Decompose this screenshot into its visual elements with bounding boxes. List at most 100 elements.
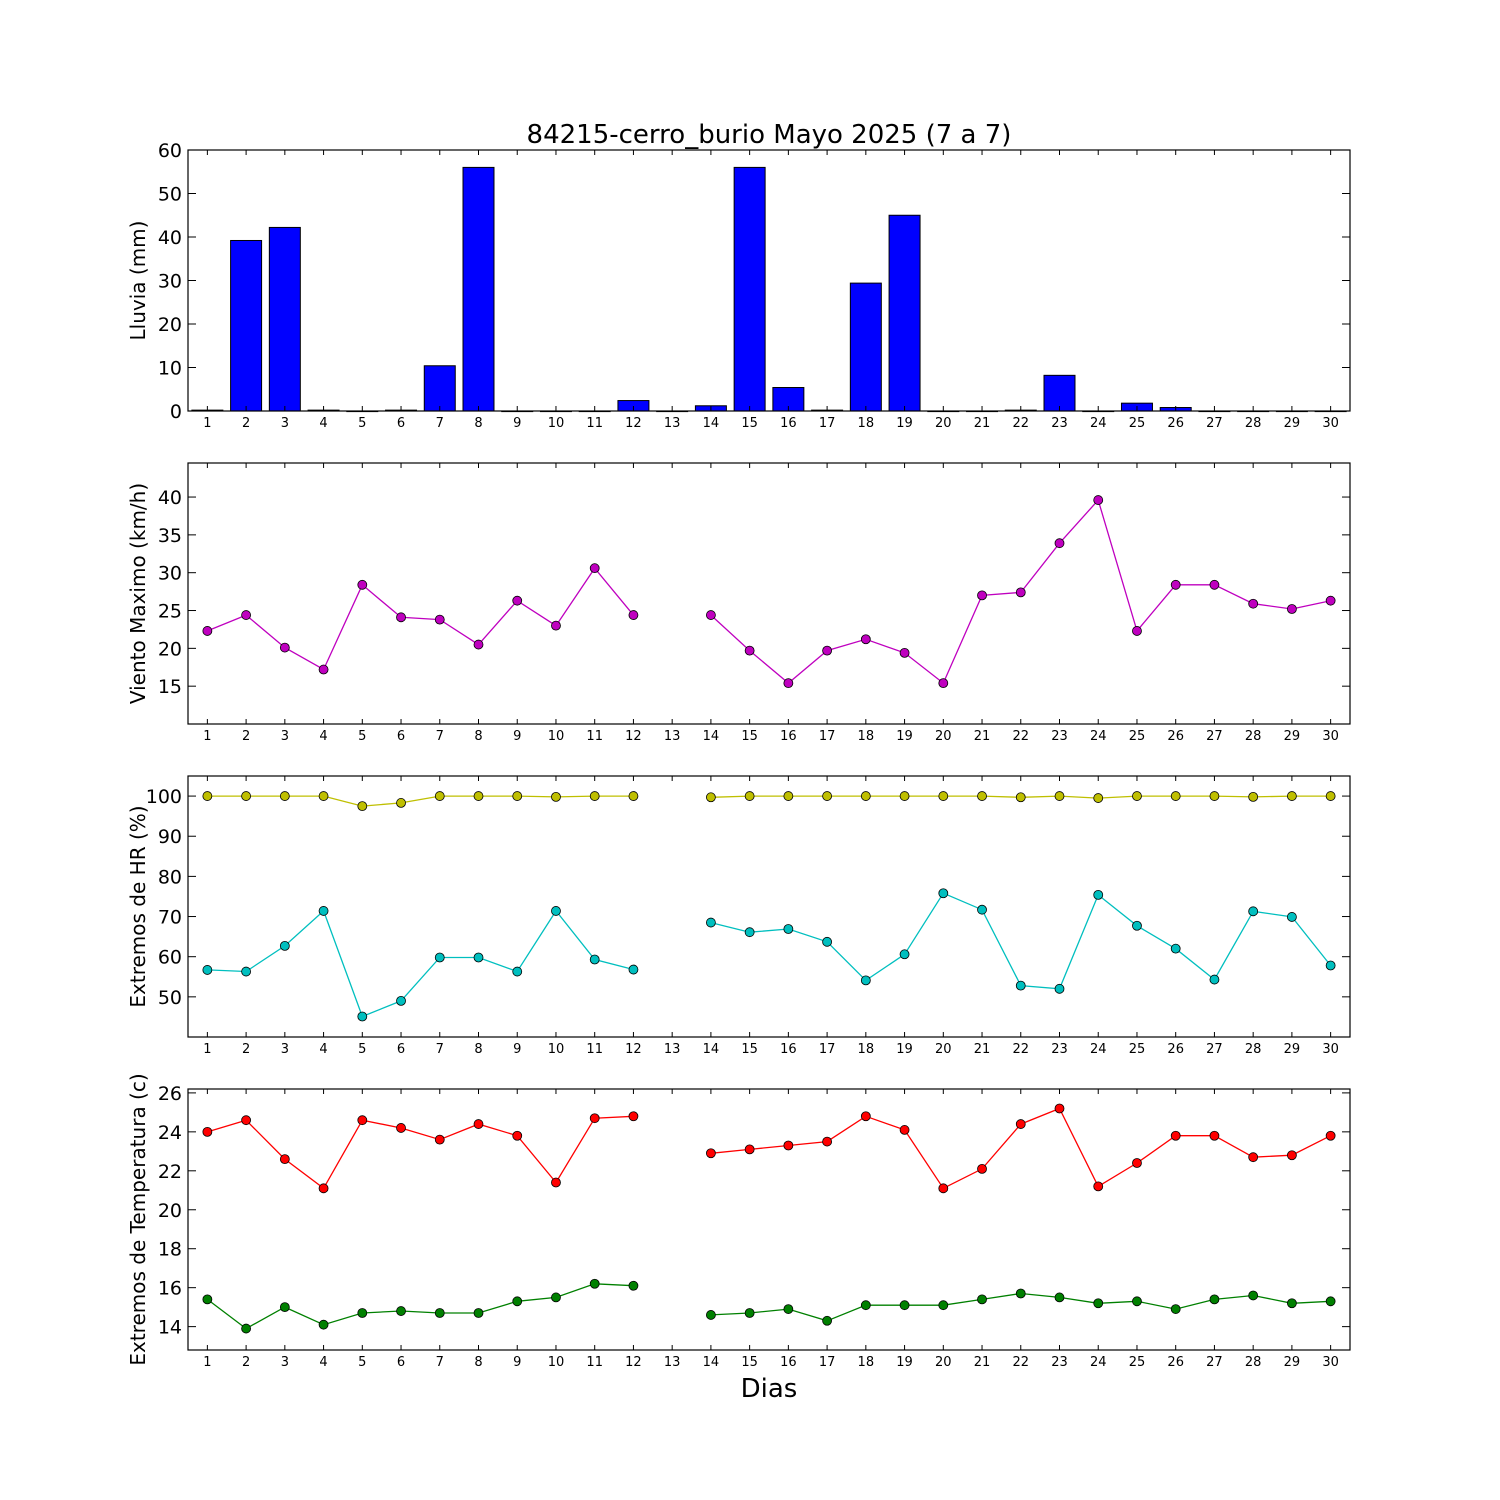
- x-tick-label: 30: [1322, 416, 1339, 431]
- x-tick-label: 30: [1322, 1355, 1339, 1370]
- x-tick-label: 28: [1245, 416, 1262, 431]
- x-tick-label: 10: [548, 729, 565, 744]
- temp_max-point-day-18: [860, 1111, 871, 1122]
- x-tick-label: 2: [242, 1355, 250, 1370]
- x-tick-label: 22: [1012, 1042, 1029, 1057]
- temp_max-point-day-28: [1248, 1152, 1259, 1163]
- x-tick-label: 11: [586, 1355, 603, 1370]
- x-tick-label: 14: [703, 729, 720, 744]
- x-tick-label: 13: [664, 1042, 681, 1057]
- hr_min-point-day-21: [977, 904, 987, 915]
- x-tick-label: 17: [819, 729, 836, 744]
- hr_min-point-day-17: [822, 936, 832, 947]
- y-axis-label: Extremos de Temperatura (c): [126, 1073, 150, 1365]
- x-tick-label: 29: [1284, 416, 1301, 431]
- x-tick-label: 6: [397, 729, 405, 744]
- x-tick-label: 25: [1129, 1042, 1146, 1057]
- y-axis-label: Extremos de HR (%): [126, 805, 150, 1007]
- x-tick-label: 24: [1090, 416, 1107, 431]
- x-tick-label: 23: [1051, 416, 1068, 431]
- temp_min-point-day-22: [1015, 1288, 1026, 1299]
- temp_min-point-day-16: [783, 1304, 794, 1314]
- x-tick-label: 1: [203, 729, 211, 744]
- y-tick-label: 80: [158, 866, 182, 888]
- x-tick-label: 17: [819, 416, 836, 431]
- x-tick-label: 21: [974, 1355, 991, 1370]
- hr_max-point-day-23: [1054, 791, 1065, 801]
- temp_max-point-day-30: [1325, 1130, 1336, 1141]
- y-tick-label: 60: [158, 140, 182, 162]
- x-tick-label: 5: [358, 729, 366, 744]
- x-tick-label: 12: [625, 729, 642, 744]
- temp_min-point-day-24: [1093, 1298, 1104, 1309]
- rain-bar-day-15: [733, 166, 766, 412]
- temp_max-point-day-1: [202, 1126, 213, 1137]
- x-tick-label: 7: [436, 729, 444, 744]
- wind-point-day-10: [551, 620, 561, 631]
- x-tick-label: 16: [780, 1355, 797, 1370]
- x-tick-label: 4: [319, 1042, 327, 1057]
- wind-point-day-16: [783, 678, 794, 689]
- temperature-panel: 1 2 3 4 5 6 7 8 9 10 11 12 13 14 15 16 17 18 19 20 21 22 23 24 2…: [126, 1073, 1351, 1370]
- temp_min-point-day-9: [512, 1296, 523, 1307]
- hr_min-point-day-5: [357, 1011, 368, 1022]
- temp_max-point-day-27: [1209, 1130, 1220, 1141]
- wind-point-day-9: [512, 595, 523, 606]
- temp_min-point-day-12: [628, 1280, 639, 1291]
- x-tick-label: 26: [1167, 729, 1184, 744]
- chart-title: 84215-cerro_burio Mayo 2025 (7 a 7): [527, 120, 1012, 150]
- x-tick-label: 29: [1284, 729, 1301, 744]
- x-tick-label: 8: [474, 1355, 482, 1370]
- y-tick-label: 26: [158, 1083, 182, 1105]
- x-tick-label: 7: [436, 1042, 444, 1057]
- wind-point-day-17: [822, 645, 832, 656]
- x-tick-label: 18: [858, 416, 875, 431]
- hr_max-point-day-15: [744, 791, 755, 801]
- hr_min-point-day-1: [202, 965, 213, 975]
- x-tick-label: 12: [625, 1355, 642, 1370]
- hr_max-point-day-30: [1325, 791, 1336, 801]
- y-tick-label: 25: [158, 601, 182, 623]
- x-tick-label: 3: [281, 729, 289, 744]
- x-tick-label: 7: [436, 416, 444, 431]
- x-tick-label: 2: [242, 729, 250, 744]
- rain-bar-day-7: [423, 365, 456, 412]
- x-tick-label: 23: [1051, 1355, 1068, 1370]
- x-tick-label: 27: [1206, 1355, 1223, 1370]
- temp_min-point-day-10: [551, 1292, 561, 1303]
- x-tick-label: 8: [474, 1042, 482, 1057]
- x-tick-label: 3: [281, 416, 289, 431]
- x-tick-label: 4: [319, 1355, 327, 1370]
- hr_min-point-day-18: [860, 975, 871, 986]
- hr_max-point-day-18: [860, 791, 871, 801]
- x-tick-label: 6: [397, 416, 405, 431]
- hr_max-point-day-10: [551, 791, 561, 802]
- x-tick-label: 8: [474, 416, 482, 431]
- temp_min-point-day-27: [1209, 1294, 1220, 1305]
- x-tick-label: 3: [281, 1355, 289, 1370]
- x-tick-label: 18: [858, 729, 875, 744]
- wind-point-day-11: [589, 563, 600, 574]
- y-tick-label: 50: [158, 184, 182, 206]
- wind-point-day-18: [860, 634, 871, 645]
- x-tick-label: 8: [474, 729, 482, 744]
- temp_min-point-day-5: [357, 1308, 368, 1318]
- rain-bar-day-3: [268, 226, 301, 412]
- temp_min-point-day-11: [589, 1278, 600, 1289]
- hr_min-point-day-28: [1248, 906, 1259, 917]
- x-tick-label: 5: [358, 1042, 366, 1057]
- hr_min-point-day-2: [241, 966, 252, 977]
- y-tick-label: 90: [158, 826, 182, 848]
- x-tick-label: 29: [1284, 1042, 1301, 1057]
- hr_min-series-line-2: [710, 892, 1332, 990]
- temp_max-point-day-12: [628, 1111, 639, 1122]
- wind-point-day-29: [1287, 604, 1297, 614]
- hr_max-point-day-24: [1093, 793, 1104, 803]
- x-tick-label: 15: [741, 1355, 758, 1370]
- wind-point-day-7: [434, 614, 445, 625]
- hr_max-point-day-26: [1170, 791, 1181, 801]
- hr_max-point-day-1: [202, 791, 213, 801]
- hr_max-point-day-8: [473, 791, 484, 801]
- x-tick-label: 10: [548, 1355, 565, 1370]
